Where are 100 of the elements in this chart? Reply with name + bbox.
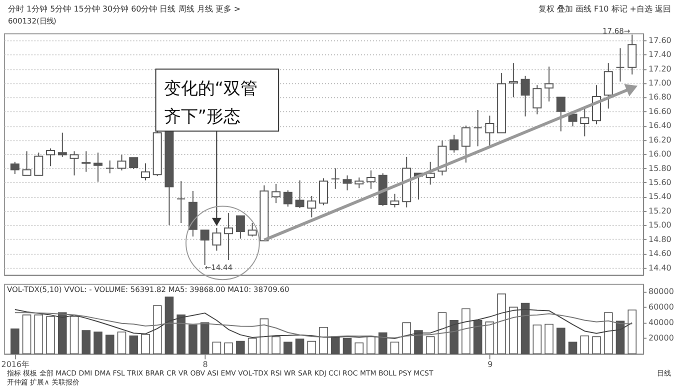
text: 分时 1分钟 5分钟 15分钟 30分钟 60分钟 日线 周线 月线 更多 >	[8, 4, 241, 14]
bar	[390, 342, 400, 354]
candlestick	[34, 152, 44, 176]
bar	[544, 324, 554, 354]
y-tick-label: 15.60	[648, 178, 672, 187]
bar	[307, 340, 316, 354]
candlestick	[461, 125, 470, 164]
bar	[224, 342, 233, 354]
bar	[568, 342, 578, 354]
bar	[188, 324, 198, 354]
x-tick-label: 8	[202, 360, 208, 370]
bar	[450, 320, 458, 354]
y-tick-label: 14.60	[648, 249, 672, 258]
candlestick	[212, 227, 222, 252]
bar	[342, 338, 352, 354]
candlestick	[568, 114, 578, 127]
bar	[497, 294, 506, 354]
candlestick	[307, 195, 316, 218]
bar	[354, 342, 364, 354]
bar	[22, 314, 32, 354]
y-tick-label: 16.40	[648, 121, 672, 130]
candlestick	[117, 154, 126, 171]
bar	[236, 340, 245, 354]
bar	[509, 306, 518, 354]
y-tick-label: 16.20	[648, 135, 672, 144]
y-tick-label: 16.60	[648, 106, 672, 116]
y-tick-label: 17.20	[648, 64, 672, 74]
candlestick	[544, 66, 554, 102]
candlestick	[10, 161, 20, 174]
y-tick-label: 80000	[648, 287, 674, 296]
bar	[473, 320, 482, 354]
y-tick-label: 20000	[648, 334, 674, 343]
candlestick	[426, 161, 435, 186]
bar	[462, 308, 470, 354]
candlestick	[616, 48, 625, 82]
candlestick	[354, 177, 364, 189]
candlestick	[248, 222, 257, 237]
bar	[520, 302, 530, 354]
candlestick	[342, 174, 352, 191]
candlestick	[22, 150, 32, 176]
y-tick-label: 17.40	[648, 50, 672, 60]
bar	[176, 314, 186, 354]
candlestick	[58, 132, 67, 158]
candlestick	[129, 157, 138, 170]
candlestick	[556, 96, 566, 132]
bar	[402, 322, 411, 354]
bar	[70, 316, 79, 354]
candlestick	[450, 134, 459, 154]
bar	[82, 330, 91, 354]
bar	[141, 334, 150, 354]
y-tick-label: 14.40	[648, 263, 672, 272]
y-tick-label: 17.00	[648, 78, 672, 88]
y-tick-label: 16.80	[648, 92, 672, 102]
candlestick	[319, 178, 328, 206]
bar	[248, 338, 257, 354]
bar	[592, 336, 601, 354]
bar	[10, 328, 20, 354]
annotation: 变化的“双管齐下”形态	[164, 79, 258, 128]
y-tick-label: 15.20	[648, 206, 672, 216]
candlestick	[46, 148, 56, 167]
candlestick	[520, 75, 530, 117]
y-tick-label: 15.80	[648, 164, 672, 173]
candlestick	[580, 106, 590, 137]
bar	[46, 316, 55, 354]
candlestick	[272, 183, 281, 204]
candlestick	[283, 190, 292, 208]
bar	[94, 332, 102, 354]
bar	[117, 332, 126, 354]
candlestick	[330, 168, 340, 190]
y-tick-label: 16.00	[648, 150, 672, 159]
y-tick-label: 15.00	[648, 220, 672, 230]
bar	[532, 324, 542, 354]
x-tick-label: 2016年	[1, 360, 30, 370]
bar	[438, 312, 447, 354]
candlestick	[390, 193, 400, 208]
candlestick	[473, 109, 482, 147]
bar	[164, 296, 174, 354]
y-tick-label: 60000	[648, 302, 674, 312]
candlestick	[140, 162, 150, 181]
bar	[129, 336, 138, 354]
bar	[295, 338, 304, 354]
candlestick	[604, 62, 613, 110]
y-tick-label: 17.60	[648, 36, 672, 45]
bar	[628, 310, 637, 354]
candlestick	[366, 170, 376, 190]
candlestick	[236, 215, 245, 240]
candlestick	[94, 152, 102, 182]
candlestick	[105, 160, 114, 174]
y-tick-label: 40000	[648, 318, 674, 328]
bar	[260, 318, 269, 354]
bar	[272, 336, 280, 354]
candlestick	[176, 180, 186, 224]
candlestick	[532, 84, 542, 115]
bar	[616, 320, 625, 354]
candlestick	[485, 115, 494, 147]
bar	[330, 336, 340, 354]
bar	[284, 342, 292, 354]
x-tick-label: 9	[488, 360, 493, 370]
bar	[34, 314, 44, 354]
bar	[319, 326, 328, 354]
